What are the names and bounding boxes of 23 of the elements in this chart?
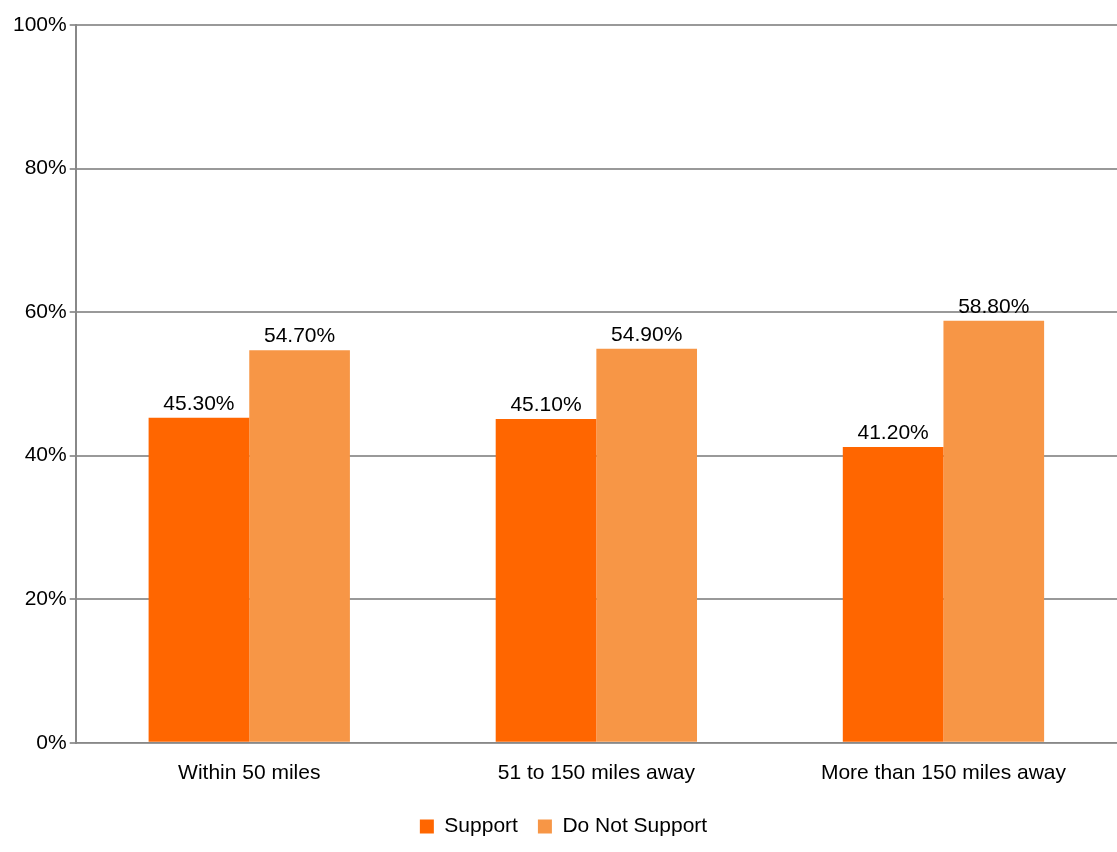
data-label: 45.30% [163, 390, 235, 414]
data-label: 58.80% [958, 294, 1030, 318]
data-label: 41.20% [857, 420, 929, 444]
legend-label: Support [444, 813, 519, 837]
bar [943, 320, 1045, 742]
y-tick-label: 20% [24, 586, 67, 610]
bar [495, 419, 597, 742]
bar [249, 350, 350, 742]
legend-label: Do Not Support [562, 813, 708, 837]
y-tick-label: 60% [24, 298, 67, 322]
data-label: 54.90% [611, 322, 683, 346]
bar [842, 447, 944, 742]
x-tick-label: 51 to 150 miles away [497, 760, 696, 784]
y-tick-label: 80% [24, 155, 67, 179]
y-tick-label: 0% [36, 729, 67, 753]
data-label: 45.10% [510, 392, 582, 416]
x-tick-label: More than 150 miles away [820, 760, 1067, 784]
data-label: 54.70% [263, 323, 336, 347]
y-tick-label: 40% [24, 442, 67, 466]
y-tick-label: 100% [12, 11, 67, 35]
bar [596, 348, 698, 742]
x-tick-label: Within 50 miles [178, 760, 321, 784]
bar [148, 417, 250, 742]
